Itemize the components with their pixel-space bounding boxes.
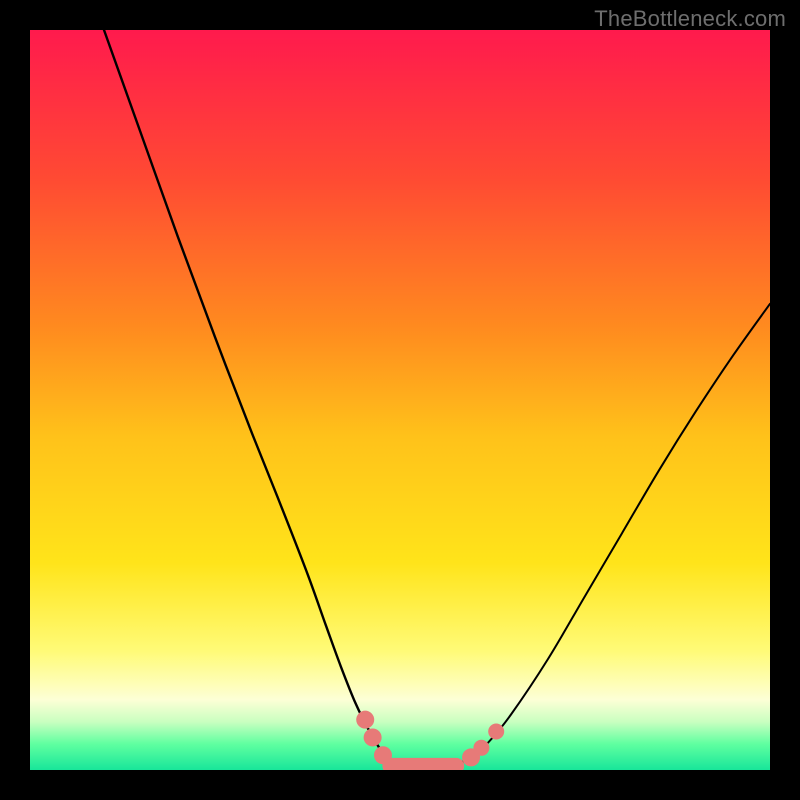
- plot-area: [30, 30, 770, 774]
- marker-dot: [364, 728, 382, 746]
- marker-dot: [374, 746, 392, 764]
- watermark-text: TheBottleneck.com: [594, 6, 786, 32]
- bottleneck-chart: [0, 0, 800, 800]
- marker-dot: [356, 711, 374, 729]
- gradient-background: [30, 30, 770, 770]
- chart-container: TheBottleneck.com: [0, 0, 800, 800]
- marker-dot: [473, 740, 489, 756]
- marker-dot: [488, 724, 504, 740]
